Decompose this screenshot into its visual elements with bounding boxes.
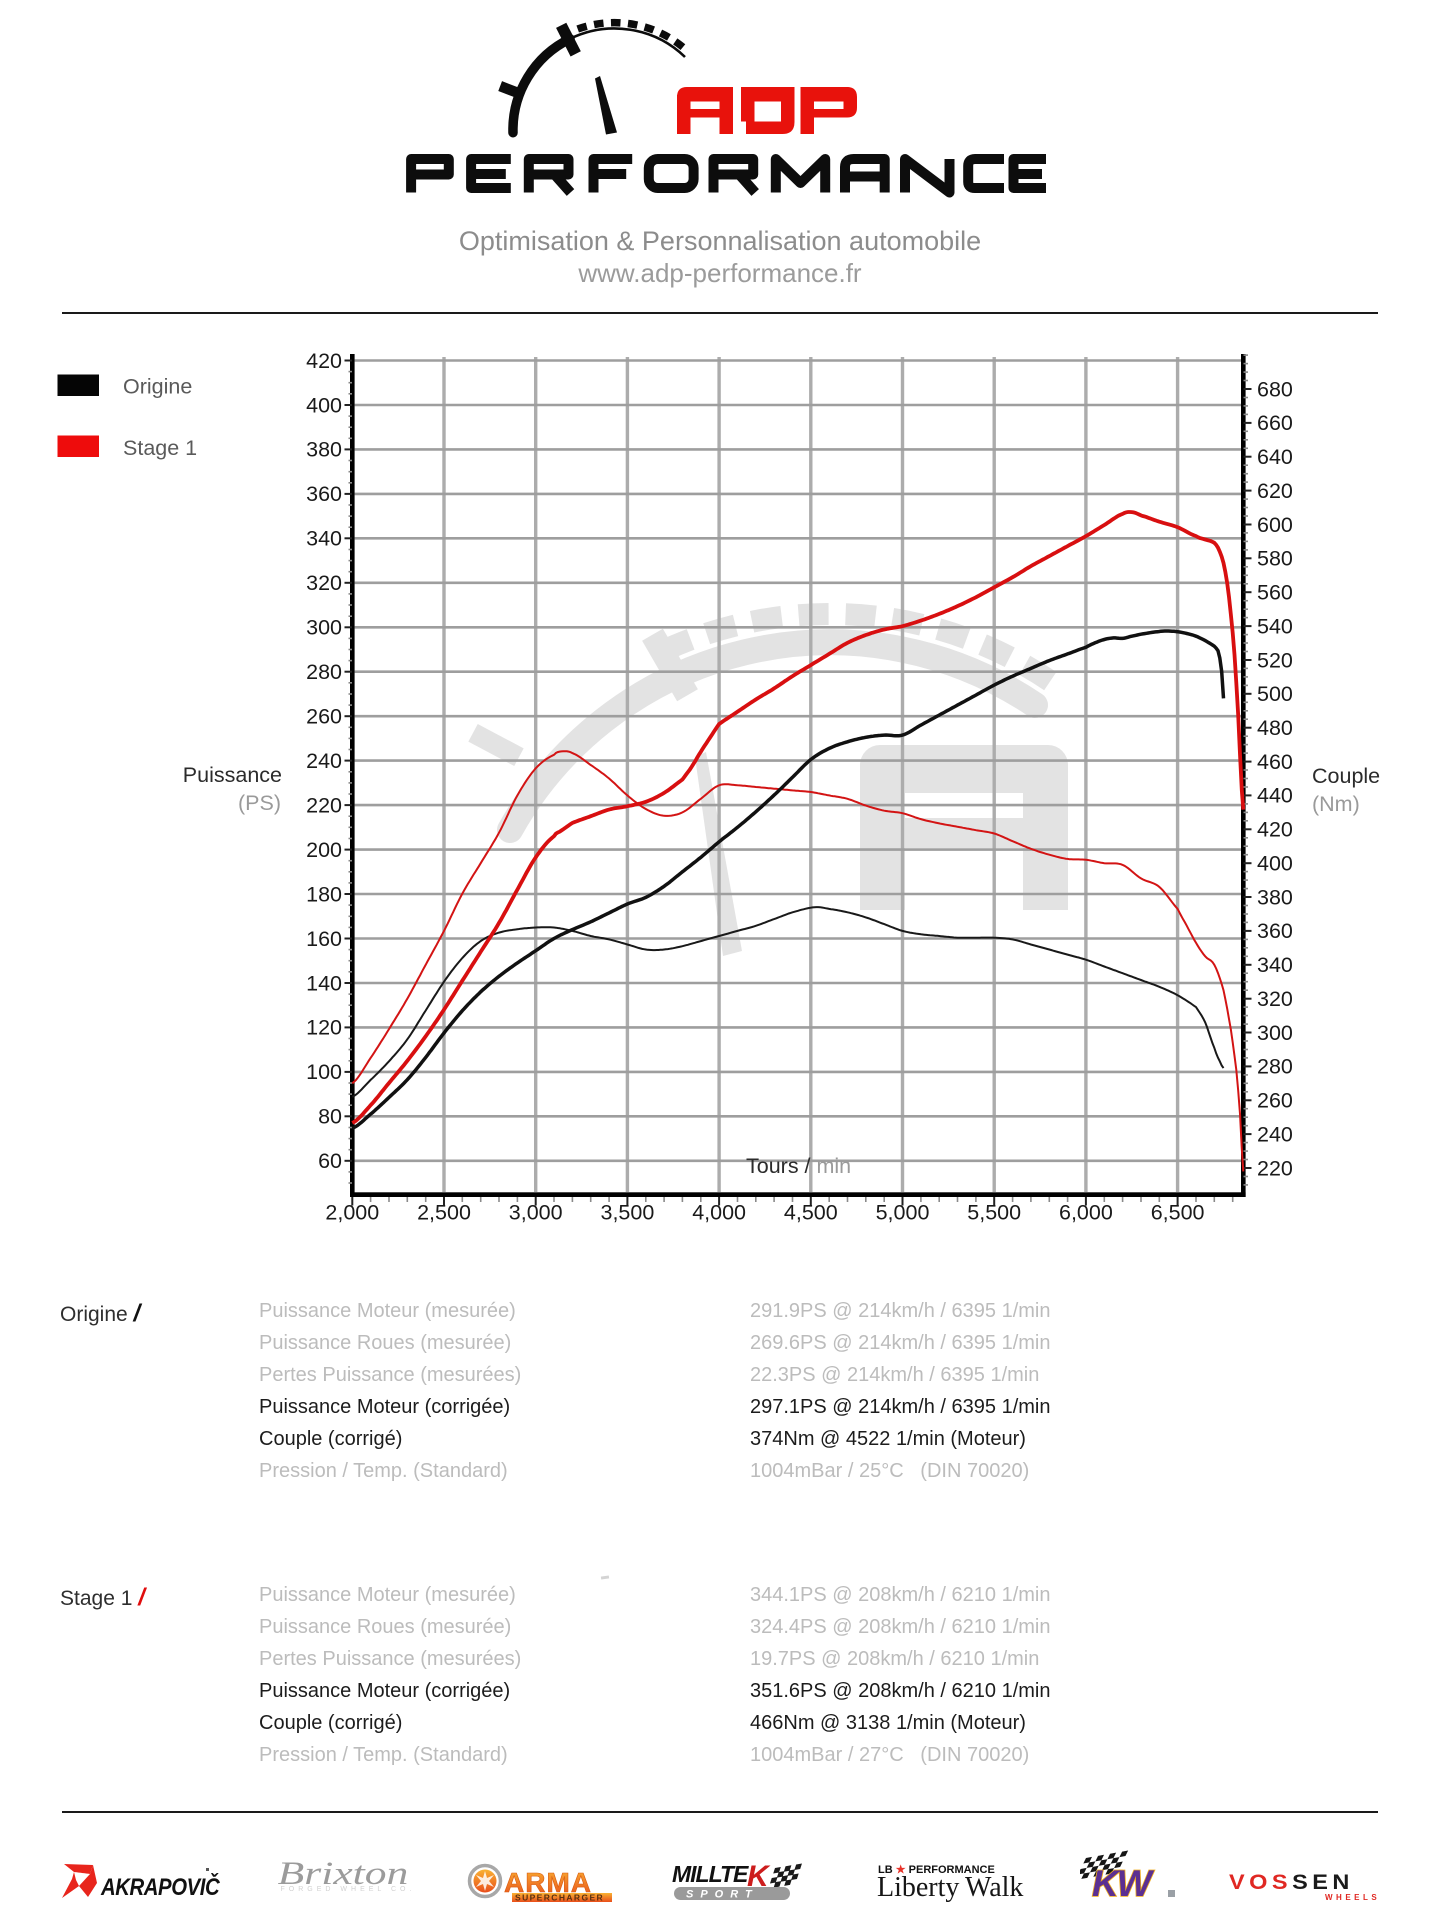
svg-text:3,500: 3,500 (600, 1201, 654, 1225)
svg-text:440: 440 (1257, 784, 1293, 808)
svg-text:500: 500 (1257, 682, 1293, 706)
svg-text:VOSSEN: VOSSEN (1229, 1872, 1354, 1894)
svg-text:180: 180 (306, 882, 342, 906)
svg-text:260: 260 (1257, 1089, 1293, 1113)
svg-text:540: 540 (1257, 614, 1293, 638)
svg-text:360: 360 (306, 482, 342, 506)
svg-text:AKRAPOVIČ: AKRAPOVIČ (100, 1873, 220, 1900)
svg-text:400: 400 (1257, 852, 1293, 876)
svg-text:160: 160 (306, 927, 342, 951)
svg-text:300: 300 (306, 616, 342, 640)
svg-text:5,500: 5,500 (967, 1201, 1021, 1225)
svg-text:660: 660 (1257, 411, 1293, 435)
svg-text:240: 240 (306, 749, 342, 773)
svg-text:60: 60 (318, 1149, 342, 1173)
svg-text:360: 360 (1257, 919, 1293, 943)
svg-text:220: 220 (306, 793, 342, 817)
svg-text:Couple: Couple (1312, 764, 1380, 788)
svg-text:280: 280 (1257, 1055, 1293, 1079)
svg-text:Stage 1: Stage 1 (123, 436, 197, 460)
svg-text:100: 100 (306, 1060, 342, 1084)
svg-text:280: 280 (306, 660, 342, 684)
svg-text:580: 580 (1257, 547, 1293, 571)
svg-text:4,500: 4,500 (784, 1201, 838, 1225)
svg-text:200: 200 (306, 838, 342, 862)
svg-text:420: 420 (1257, 818, 1293, 842)
svg-text:Origine: Origine (123, 375, 192, 399)
svg-text:WHEELS: WHEELS (1325, 1893, 1380, 1902)
svg-text:80: 80 (318, 1105, 342, 1129)
svg-text:MILLTE: MILLTE (672, 1862, 749, 1887)
svg-text:620: 620 (1257, 479, 1293, 503)
svg-text:(Nm): (Nm) (1312, 792, 1360, 816)
svg-text:6,000: 6,000 (1059, 1201, 1113, 1225)
svg-text:340: 340 (1257, 953, 1293, 977)
svg-text:400: 400 (306, 393, 342, 417)
svg-text:320: 320 (306, 571, 342, 595)
svg-text:640: 640 (1257, 445, 1293, 469)
svg-text:600: 600 (1257, 513, 1293, 537)
svg-text:SUPERCHARGER: SUPERCHARGER (515, 1893, 604, 1903)
svg-text:Puissance: Puissance (183, 763, 282, 787)
svg-text:560: 560 (1257, 581, 1293, 605)
svg-text:300: 300 (1257, 1021, 1293, 1045)
svg-text:260: 260 (306, 705, 342, 729)
svg-text:460: 460 (1257, 750, 1293, 774)
svg-text:320: 320 (1257, 987, 1293, 1011)
svg-text:340: 340 (306, 527, 342, 551)
svg-text:680: 680 (1257, 377, 1293, 401)
svg-text:4,000: 4,000 (692, 1201, 746, 1225)
svg-text:380: 380 (306, 438, 342, 462)
svg-text:480: 480 (1257, 716, 1293, 740)
svg-text:240: 240 (1257, 1122, 1293, 1146)
svg-text:120: 120 (306, 1016, 342, 1040)
svg-text:220: 220 (1257, 1156, 1293, 1180)
svg-text:520: 520 (1257, 648, 1293, 672)
svg-text:KW: KW (1092, 1863, 1155, 1902)
svg-text:3,000: 3,000 (509, 1201, 563, 1225)
svg-text:420: 420 (306, 349, 342, 373)
svg-text:140: 140 (306, 971, 342, 995)
svg-text:2,500: 2,500 (417, 1201, 471, 1225)
svg-text:2,000: 2,000 (325, 1201, 379, 1225)
svg-text:(PS): (PS) (238, 791, 281, 815)
svg-text:6,500: 6,500 (1151, 1201, 1205, 1225)
svg-text:SPORT: SPORT (686, 1889, 759, 1901)
svg-text:Tours / min: Tours / min (746, 1154, 851, 1178)
svg-text:5,000: 5,000 (876, 1201, 930, 1225)
svg-text:380: 380 (1257, 885, 1293, 909)
